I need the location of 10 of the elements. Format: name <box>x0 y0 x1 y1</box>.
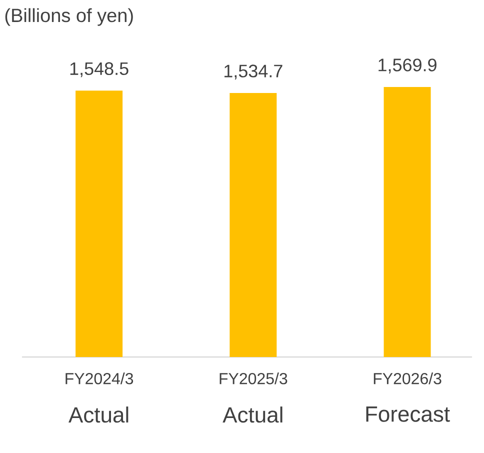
x-tick-label: FY2026/3 <box>374 372 442 384</box>
data-label: 1,548.5 <box>70 62 128 78</box>
data-label: 1,534.7 <box>224 64 282 80</box>
chart-title: (Billions of yen) <box>5 8 133 26</box>
text: Actual <box>222 406 282 423</box>
text: Actual <box>68 406 128 423</box>
x-tick-label: FY2025/3 <box>220 372 288 384</box>
text: Forecast <box>366 406 450 422</box>
data-label: 1,569.9 <box>378 58 436 74</box>
x-tick-label: FY2024/3 <box>66 372 134 384</box>
